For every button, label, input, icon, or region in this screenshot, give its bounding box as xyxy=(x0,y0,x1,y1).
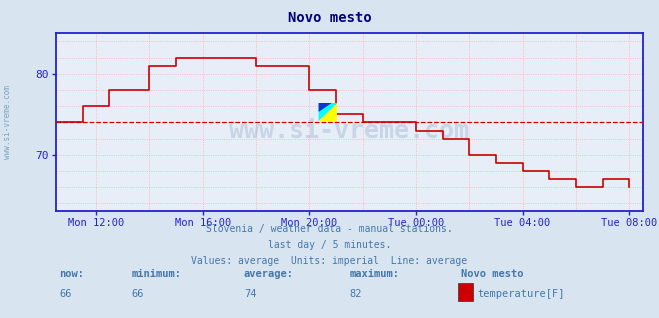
Polygon shape xyxy=(318,103,331,112)
Text: www.si-vreme.com: www.si-vreme.com xyxy=(3,86,13,159)
Text: average:: average: xyxy=(244,269,294,279)
Text: www.si-vreme.com: www.si-vreme.com xyxy=(229,119,469,143)
Polygon shape xyxy=(318,103,337,121)
Text: now:: now: xyxy=(59,269,84,279)
Text: Slovenia / weather data - manual stations.: Slovenia / weather data - manual station… xyxy=(206,224,453,234)
Text: 66: 66 xyxy=(59,289,72,299)
Text: Novo mesto: Novo mesto xyxy=(461,269,524,279)
Text: Novo mesto: Novo mesto xyxy=(287,11,372,25)
Text: 82: 82 xyxy=(349,289,362,299)
Text: temperature[F]: temperature[F] xyxy=(478,289,565,299)
Text: Values: average  Units: imperial  Line: average: Values: average Units: imperial Line: av… xyxy=(191,256,468,266)
Text: minimum:: minimum: xyxy=(132,269,182,279)
Text: last day / 5 minutes.: last day / 5 minutes. xyxy=(268,240,391,250)
Text: maximum:: maximum: xyxy=(349,269,399,279)
Polygon shape xyxy=(318,103,337,121)
Text: 74: 74 xyxy=(244,289,256,299)
Text: 66: 66 xyxy=(132,289,144,299)
